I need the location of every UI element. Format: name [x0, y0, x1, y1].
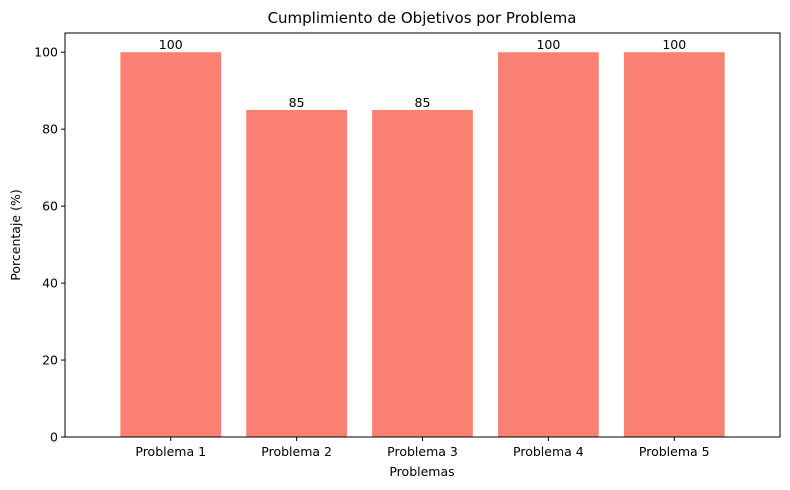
- x-axis-title: Problemas: [389, 464, 454, 479]
- x-tick-label-1: Problema 1: [135, 444, 206, 459]
- bar-value-label-5: 100: [662, 37, 686, 52]
- y-tick-label-80: 80: [42, 122, 58, 137]
- bar-1: [120, 52, 222, 437]
- y-axis: 0 20 40 60 80 100: [34, 45, 65, 445]
- y-axis-title: Porcentaje (%): [8, 189, 23, 280]
- bar-labels-group: 100 85 85 100 100: [159, 37, 686, 110]
- y-tick-label-100: 100: [34, 45, 58, 60]
- x-tick-label-2: Problema 2: [261, 444, 332, 459]
- bar-value-label-4: 100: [536, 37, 560, 52]
- chart-title: Cumplimiento de Objetivos por Problema: [268, 9, 577, 27]
- bar-value-label-3: 85: [415, 95, 431, 110]
- y-tick-label-40: 40: [42, 276, 58, 291]
- x-axis: Problema 1 Problema 2 Problema 3 Problema 4…: [135, 437, 710, 459]
- x-tick-label-5: Problema 5: [639, 444, 710, 459]
- bar-2: [246, 109, 347, 437]
- bar-5: [623, 52, 725, 437]
- bar-4: [498, 52, 599, 437]
- x-tick-label-4: Problema 4: [513, 444, 584, 459]
- x-tick-label-3: Problema 3: [387, 444, 458, 459]
- y-tick-label-0: 0: [50, 430, 58, 445]
- y-tick-label-20: 20: [42, 353, 58, 368]
- bars-group: [120, 52, 725, 437]
- bar-3: [372, 109, 473, 437]
- bar-value-label-1: 100: [159, 37, 183, 52]
- y-tick-label-60: 60: [42, 199, 58, 214]
- bar-value-label-2: 85: [289, 95, 305, 110]
